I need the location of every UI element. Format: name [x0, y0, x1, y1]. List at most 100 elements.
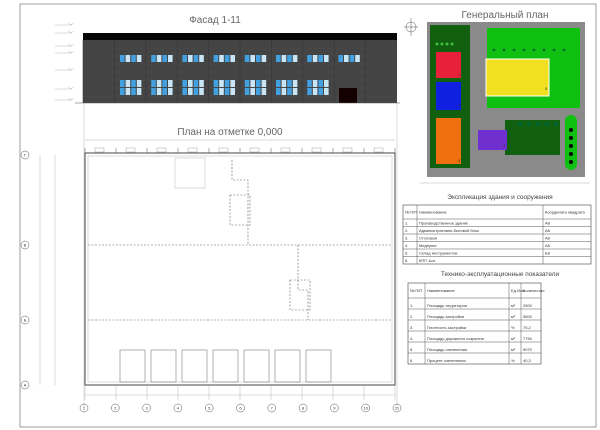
- facade-window: [219, 55, 224, 62]
- building-4: [436, 82, 461, 110]
- facade-window: [125, 80, 131, 87]
- table-cell: 6.: [405, 258, 408, 263]
- table-cell: м²: [511, 303, 516, 308]
- tree: [435, 42, 439, 46]
- table-cell: КПП 1шт: [419, 258, 436, 263]
- facade-window: [219, 88, 224, 95]
- tree: [552, 48, 556, 52]
- facade-window: [250, 80, 255, 87]
- facade-window: [230, 88, 235, 95]
- level-mark-arrow: [67, 30, 75, 34]
- table-cell: Производственное здание: [419, 221, 469, 226]
- table-cell: Плотность застройки: [427, 325, 466, 330]
- facade-window: [261, 88, 267, 95]
- axis-bubble: [20, 315, 30, 325]
- facade-window: [182, 88, 187, 95]
- facade-window: [193, 55, 199, 62]
- axis-label: 1: [83, 406, 86, 411]
- axis-bubble: [20, 380, 30, 390]
- table-header-cell: № П/П: [410, 288, 422, 293]
- table-cell: 3.: [405, 236, 408, 241]
- table-cell: Медпункт: [419, 243, 437, 248]
- axis-label: 6: [239, 406, 242, 411]
- facade-window: [213, 80, 219, 87]
- tree: [502, 48, 506, 52]
- table-cell: А8: [545, 236, 551, 241]
- axis-label: В: [24, 243, 27, 248]
- plan-window: [187, 147, 198, 153]
- facade-window: [355, 55, 360, 62]
- tree: [512, 48, 516, 52]
- tree: [569, 152, 573, 156]
- facade-window: [276, 88, 281, 95]
- plan-gate-bay: [305, 349, 332, 383]
- table-cell: Площадь дорожного покрытия: [427, 336, 484, 341]
- table-cell: 5.: [405, 251, 408, 256]
- axis-bubble: [79, 403, 89, 413]
- axis-label: 11: [395, 406, 400, 411]
- table-cell: 4.: [405, 243, 408, 248]
- facade-window: [244, 88, 250, 95]
- facade-window: [224, 55, 230, 62]
- table-cell: 6.: [410, 358, 413, 363]
- sheet-frame: [19, 3, 597, 428]
- facade-window: [324, 55, 329, 62]
- facade-window: [156, 80, 162, 87]
- level-mark-arrow: [67, 43, 75, 47]
- tree: [569, 136, 573, 140]
- level-mark-arrow: [67, 67, 75, 71]
- table-cell: Столовая: [419, 236, 437, 241]
- facade-window: [281, 55, 287, 62]
- table-cell: 5600: [523, 314, 533, 319]
- facade-window: [261, 80, 267, 87]
- table-cell: 40,3: [523, 358, 532, 363]
- building-number: 3: [458, 158, 461, 163]
- table-border: [402, 204, 592, 265]
- facade-window: [307, 55, 312, 62]
- facade-window: [256, 88, 261, 95]
- facade-window: [312, 80, 318, 87]
- facade-window: [125, 55, 131, 62]
- axis-bubble: [267, 403, 277, 413]
- facade-window: [120, 80, 125, 87]
- facade-window: [213, 88, 219, 95]
- plan-gate-bay: [274, 349, 301, 383]
- building-number: 1: [458, 72, 461, 77]
- green-zone-mid: [505, 120, 560, 155]
- plan-window: [218, 147, 229, 153]
- table-cell: 2.: [405, 228, 408, 233]
- table-cell: Административно-бытовой блок: [419, 228, 479, 233]
- facade-window: [131, 55, 136, 62]
- indicators-title: Технико-эксплуатационные показатели: [441, 271, 560, 278]
- table-border: [407, 282, 542, 365]
- facade-gate: [339, 88, 357, 103]
- facade-window: [199, 88, 204, 95]
- facade-window: [312, 55, 318, 62]
- level-mark-arrow: [67, 97, 75, 101]
- tree: [542, 48, 546, 52]
- facade-window: [151, 88, 156, 95]
- building-number: 2: [503, 143, 506, 148]
- facade-window: [287, 55, 292, 62]
- table-cell: А8: [545, 221, 551, 226]
- facade-window: [168, 80, 173, 87]
- table-header-cell: № П/П: [405, 210, 417, 215]
- facade-window: [250, 55, 255, 62]
- table-cell: Б8: [545, 251, 551, 256]
- facade-window: [193, 88, 199, 95]
- facade-window: [250, 88, 255, 95]
- plan-gate-bay: [150, 349, 177, 383]
- facade-window: [136, 80, 142, 87]
- facade-window: [261, 55, 267, 62]
- facade-window: [151, 80, 156, 87]
- facade-window: [281, 88, 287, 95]
- table-cell: 4.: [410, 336, 413, 341]
- facade-window: [338, 55, 343, 62]
- plan-title: План на отметке 0,000: [177, 127, 283, 138]
- facade-window: [131, 80, 136, 87]
- facade-window: [156, 55, 162, 62]
- facade-window: [188, 80, 193, 87]
- table-header-cell: Координата квадрата: [545, 210, 585, 215]
- axis-bubble: [20, 150, 30, 160]
